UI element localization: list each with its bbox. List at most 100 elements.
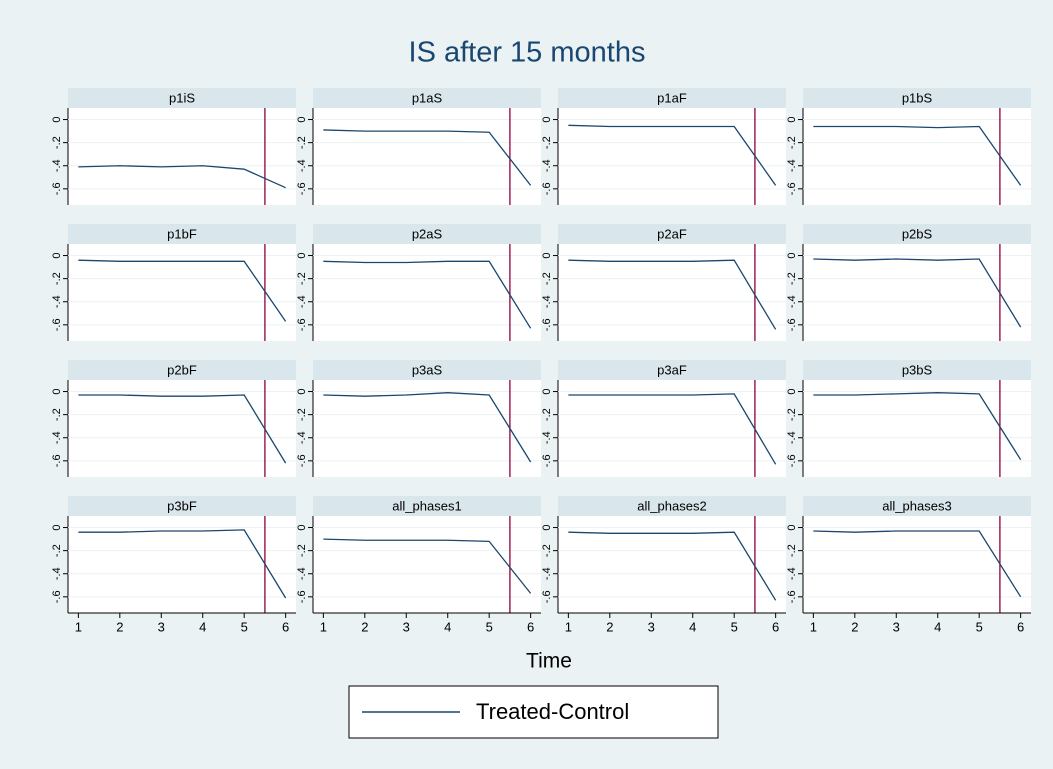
panel-header	[313, 496, 541, 516]
y-tick-label: 0	[541, 388, 553, 394]
series-line	[813, 392, 1022, 461]
y-tick-label: -.2	[541, 136, 553, 149]
plot-area	[558, 108, 786, 205]
panel-header	[313, 224, 541, 244]
y-tick-label: 0	[296, 252, 308, 258]
y-tick-label: -.6	[296, 590, 308, 603]
y-tick-label: -.2	[541, 272, 553, 285]
panel-header	[803, 496, 1031, 516]
panel-header	[68, 360, 296, 380]
x-tick-label: 2	[361, 619, 368, 634]
y-tick-label: 0	[51, 252, 63, 258]
x-tick-label: 2	[116, 619, 123, 634]
y-tick-label: 0	[541, 252, 553, 258]
panel-header	[558, 360, 786, 380]
panel-header	[803, 224, 1031, 244]
y-tick-label: -.6	[541, 182, 553, 195]
panel-header	[558, 224, 786, 244]
y-tick-label: 0	[51, 524, 63, 530]
x-tick-label: 1	[565, 619, 572, 634]
x-tick-label: 3	[403, 619, 410, 634]
x-axis-label: Time	[526, 650, 572, 673]
y-tick-label: -.2	[296, 408, 308, 421]
y-tick-label: -.4	[296, 159, 308, 172]
x-tick-label: 4	[689, 619, 696, 634]
panel-title: p1bF	[167, 226, 197, 241]
y-tick-label: -.4	[51, 567, 63, 580]
panel-header	[803, 88, 1031, 108]
panel-header	[558, 496, 786, 516]
x-tick-label: 4	[199, 619, 206, 634]
x-tick-label: 2	[851, 619, 858, 634]
y-tick-label: -.6	[786, 590, 798, 603]
series-line	[568, 259, 777, 330]
plot-area	[68, 108, 296, 205]
y-tick-label: -.4	[541, 295, 553, 308]
y-tick-label: -.2	[786, 272, 798, 285]
panel-title: p2aS	[412, 226, 443, 241]
y-tick-label: -.4	[786, 295, 798, 308]
y-tick-label: 0	[296, 388, 308, 394]
y-tick-label: -.6	[51, 318, 63, 331]
x-tick-label: 3	[893, 619, 900, 634]
x-tick-label: 4	[444, 619, 451, 634]
x-tick-label: 1	[320, 619, 327, 634]
legend-label: Treated-Control	[476, 699, 629, 724]
y-tick-label: -.2	[541, 544, 553, 557]
y-tick-label: -.6	[786, 182, 798, 195]
panel-title: p2aF	[657, 226, 687, 241]
y-tick-label: 0	[786, 388, 798, 394]
panel-title: all_phases2	[637, 498, 706, 513]
y-tick-label: 0	[786, 116, 798, 122]
panel-title: p1bS	[902, 90, 933, 105]
x-tick-label: 6	[527, 619, 534, 634]
x-tick-label: 2	[606, 619, 613, 634]
y-tick-label: -.2	[51, 544, 63, 557]
x-tick-label: 6	[772, 619, 779, 634]
y-tick-label: -.2	[51, 136, 63, 149]
x-tick-label: 5	[486, 619, 493, 634]
y-tick-label: -.2	[296, 272, 308, 285]
y-tick-label: -.2	[51, 272, 63, 285]
y-tick-label: -.6	[786, 454, 798, 467]
y-tick-label: -.2	[296, 544, 308, 557]
panel-title: p2bF	[167, 362, 197, 377]
plot-area	[803, 244, 1031, 341]
x-tick-label: 5	[241, 619, 248, 634]
plot-area	[558, 244, 786, 341]
x-tick-label: 4	[934, 619, 941, 634]
series-line	[78, 529, 287, 599]
y-tick-label: 0	[541, 116, 553, 122]
series-line	[323, 129, 532, 186]
plot-area	[313, 380, 541, 477]
y-tick-label: 0	[51, 388, 63, 394]
x-tick-label: 1	[810, 619, 817, 634]
panel-header	[68, 224, 296, 244]
y-tick-label: -.2	[786, 136, 798, 149]
series-line	[78, 165, 286, 189]
panel-header	[313, 88, 541, 108]
series-line	[568, 531, 777, 601]
panel-header	[558, 88, 786, 108]
panel-header	[313, 360, 541, 380]
panel-header	[68, 496, 296, 516]
series-line	[813, 530, 1022, 598]
panel-header	[803, 360, 1031, 380]
x-tick-label: 6	[282, 619, 289, 634]
series-line	[813, 258, 1022, 328]
series-line	[78, 259, 287, 322]
series-line	[568, 124, 777, 186]
y-tick-label: -.4	[51, 295, 63, 308]
y-tick-label: -.6	[541, 454, 553, 467]
y-tick-label: -.4	[541, 567, 553, 580]
y-tick-label: -.6	[296, 182, 308, 195]
panel-title: p1aF	[657, 90, 687, 105]
panel-title: p3aF	[657, 362, 687, 377]
x-tick-label: 3	[158, 619, 165, 634]
y-tick-label: -.6	[541, 318, 553, 331]
panel-title: p3bS	[902, 362, 933, 377]
y-tick-label: -.6	[296, 318, 308, 331]
y-tick-label: -.4	[51, 159, 63, 172]
x-tick-label: 3	[648, 619, 655, 634]
